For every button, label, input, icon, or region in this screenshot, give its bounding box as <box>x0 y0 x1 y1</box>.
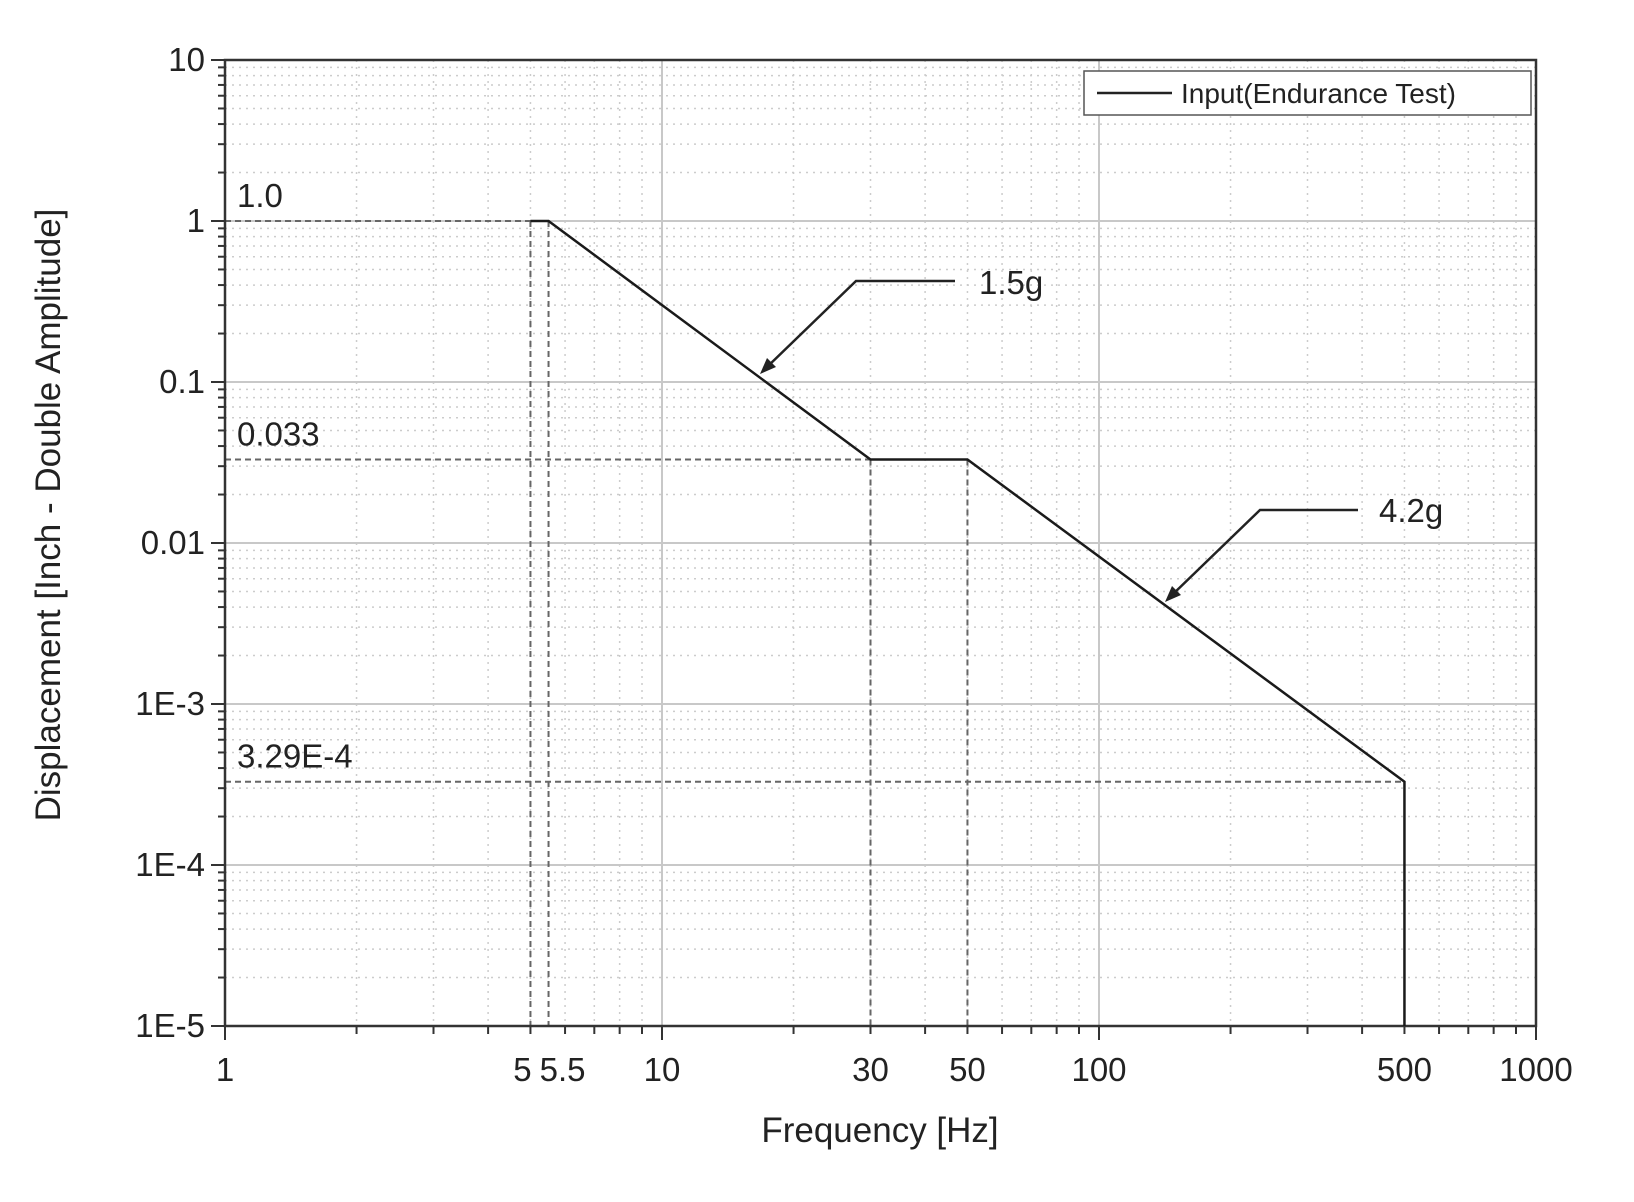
reference-labels: 1.0 0.033 3.29E-4 <box>237 177 353 775</box>
x-tick-label: 5 <box>513 1051 531 1088</box>
y-tick-label: 1E-4 <box>135 846 205 883</box>
x-tick-labels: 1 5 5.5 10 30 50 100 500 1000 <box>216 1051 1573 1088</box>
arrowhead-4-2g <box>1165 586 1181 602</box>
y-tick-labels: 10 1 0.1 0.01 1E-3 1E-4 1E-5 <box>135 41 205 1044</box>
reference-label: 0.033 <box>237 416 320 453</box>
y-axis-label: Displacement [Inch - Double Amplitude] <box>29 209 68 822</box>
y-tick-label: 1E-5 <box>135 1007 205 1044</box>
reference-label: 1.0 <box>237 177 283 214</box>
series-layer <box>530 219 1406 1026</box>
arrowhead-1-5g <box>760 358 776 374</box>
x-tick-label: 30 <box>852 1051 889 1088</box>
axis-ticks <box>211 59 1537 1040</box>
x-tick-label: 50 <box>949 1051 986 1088</box>
series-line <box>530 219 1406 1026</box>
x-tick-label: 1 <box>216 1051 234 1088</box>
x-tick-label: 5.5 <box>540 1051 586 1088</box>
annotation-arrow-1-5g <box>765 279 955 369</box>
annotation-1-5g: 1.5g <box>760 264 1043 374</box>
annotation-arrow-4-2g <box>1170 508 1358 597</box>
x-tick-label: 10 <box>644 1051 681 1088</box>
annotation-label-4-2g: 4.2g <box>1379 492 1443 529</box>
x-tick-label: 1000 <box>1499 1051 1572 1088</box>
y-tick-label: 10 <box>168 41 205 78</box>
x-tick-label: 100 <box>1071 1051 1126 1088</box>
legend-label: Input(Endurance Test) <box>1181 78 1456 109</box>
annotation-label-1-5g: 1.5g <box>979 264 1043 301</box>
reference-label: 3.29E-4 <box>237 738 353 775</box>
x-axis-label: Frequency [Hz] <box>761 1111 998 1150</box>
legend: Input(Endurance Test) <box>1083 70 1532 116</box>
x-tick-label: 500 <box>1377 1051 1432 1088</box>
annotation-4-2g: 4.2g <box>1165 492 1443 602</box>
y-tick-label: 0.01 <box>141 524 205 561</box>
reference-lines <box>225 220 1405 1026</box>
grid <box>224 59 1537 1027</box>
y-tick-label: 1E-3 <box>135 685 205 722</box>
y-tick-label: 1 <box>187 202 205 239</box>
y-tick-label: 0.1 <box>159 363 205 400</box>
